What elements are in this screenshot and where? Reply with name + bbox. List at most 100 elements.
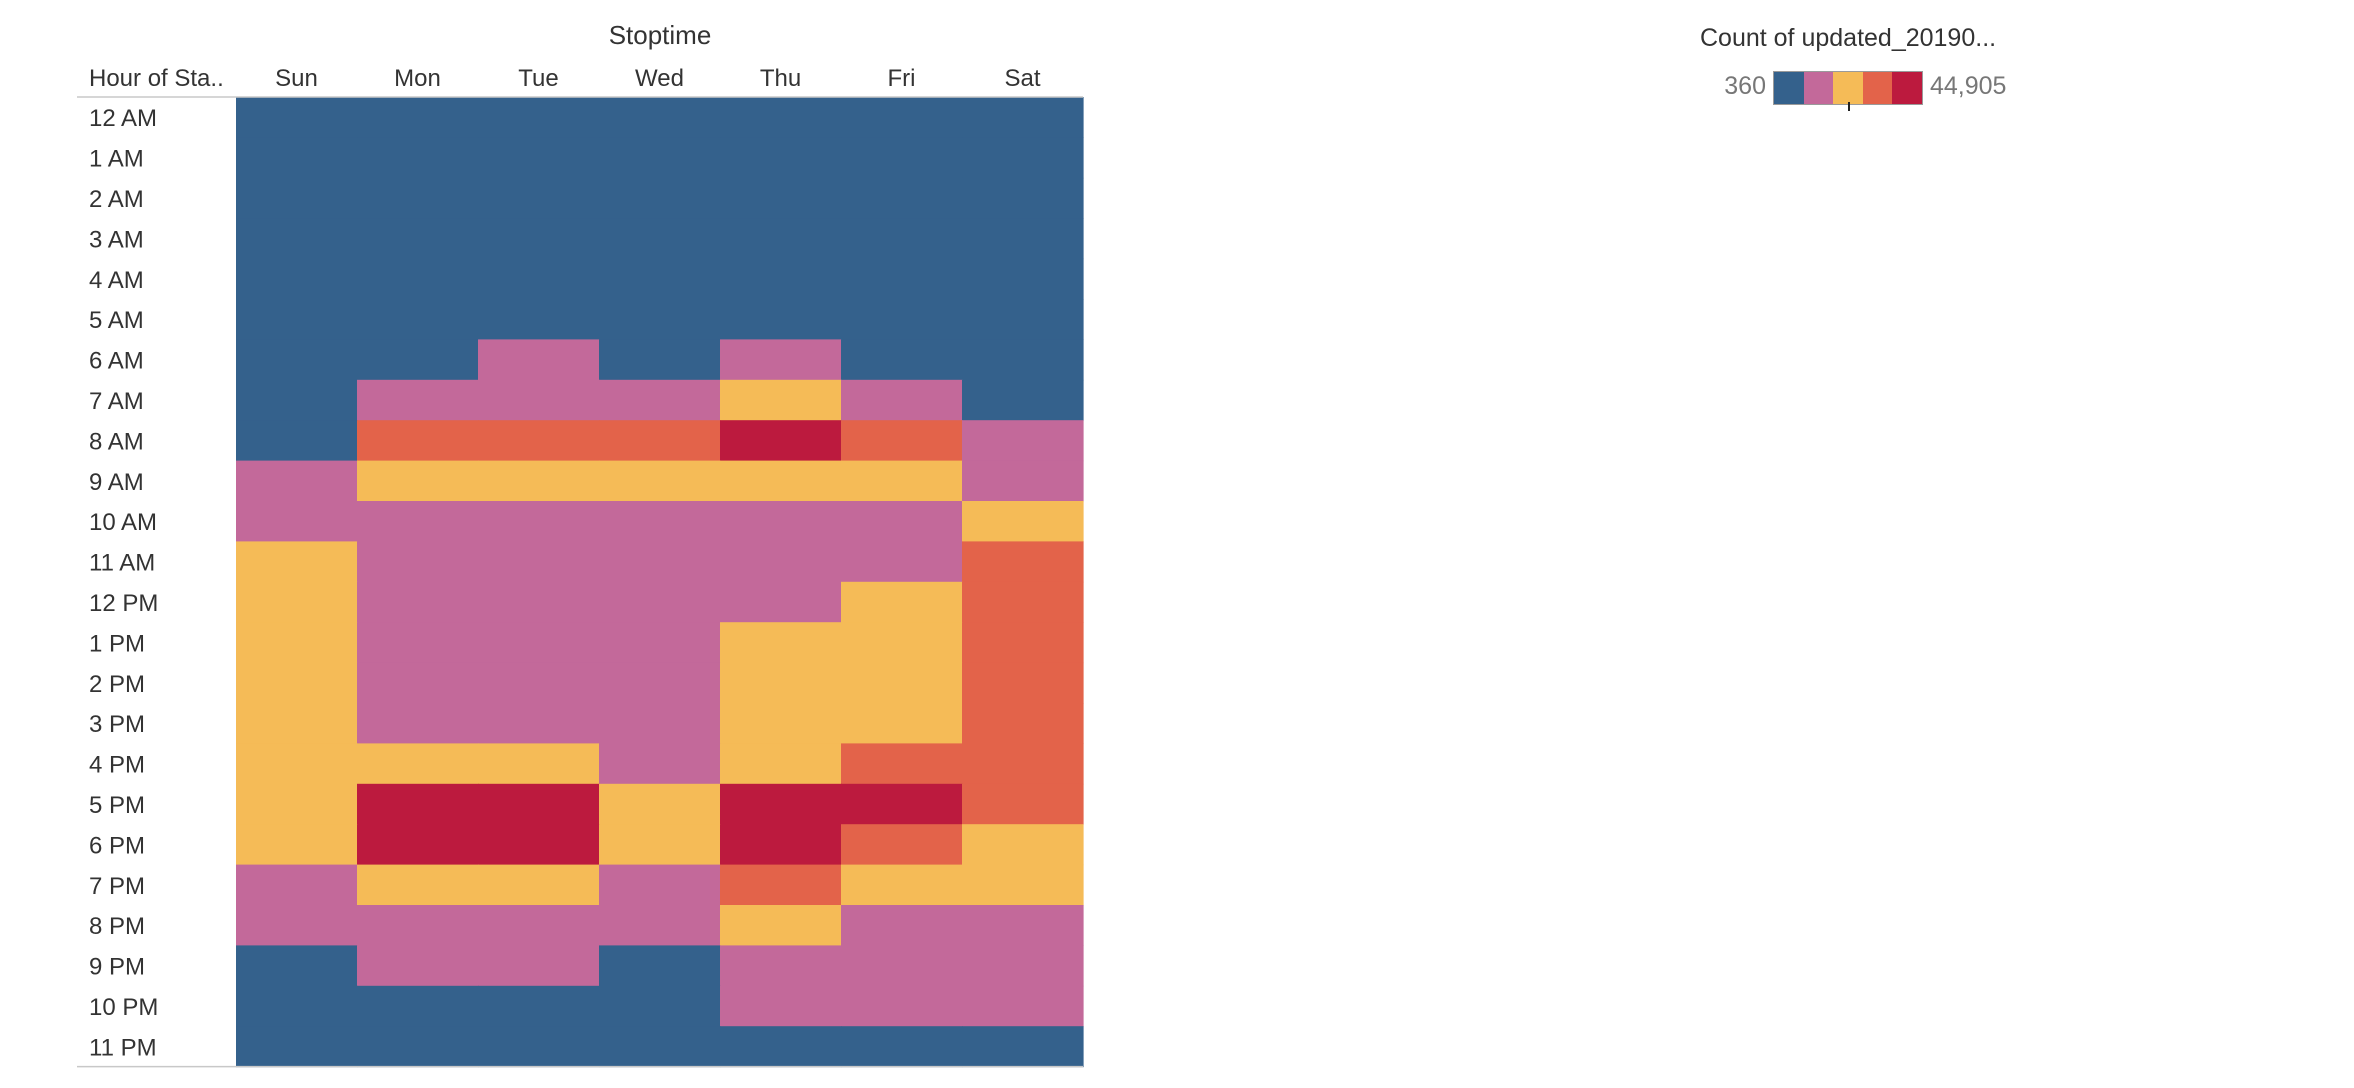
heatmap-cell[interactable] [357, 905, 479, 946]
heatmap-cell[interactable] [962, 379, 1084, 421]
heatmap-cell[interactable] [478, 218, 600, 260]
heatmap-cell[interactable] [962, 501, 1084, 542]
heatmap-cell[interactable] [962, 218, 1084, 260]
heatmap-cell[interactable] [236, 985, 358, 1027]
heatmap-cell[interactable] [599, 622, 721, 664]
heatmap-cell[interactable] [962, 299, 1084, 340]
heatmap-cell[interactable] [720, 379, 842, 421]
heatmap-cell[interactable] [841, 945, 963, 987]
heatmap-cell[interactable] [841, 420, 963, 462]
heatmap-cell[interactable] [962, 662, 1084, 704]
heatmap-cell[interactable] [962, 783, 1084, 825]
heatmap-cell[interactable] [962, 137, 1084, 179]
heatmap-cell[interactable] [357, 379, 479, 421]
heatmap-cell[interactable] [236, 137, 358, 179]
heatmap-cell[interactable] [720, 905, 842, 946]
heatmap-cell[interactable] [236, 622, 358, 664]
heatmap-cell[interactable] [478, 824, 600, 866]
heatmap-cell[interactable] [599, 137, 721, 179]
heatmap-cell[interactable] [841, 339, 963, 381]
heatmap-cell[interactable] [478, 299, 600, 340]
heatmap-cell[interactable] [599, 379, 721, 421]
heatmap-cell[interactable] [236, 460, 358, 502]
heatmap-cell[interactable] [599, 743, 721, 785]
heatmap-cell[interactable] [357, 985, 479, 1027]
heatmap-cell[interactable] [478, 581, 600, 623]
heatmap-cell[interactable] [720, 864, 842, 906]
heatmap-cell[interactable] [599, 581, 721, 623]
heatmap-cell[interactable] [236, 864, 358, 906]
heatmap-cell[interactable] [962, 460, 1084, 502]
legend-swatch[interactable] [1803, 72, 1834, 104]
heatmap-cell[interactable] [720, 743, 842, 785]
heatmap-cell[interactable] [478, 177, 600, 219]
heatmap-cell[interactable] [599, 864, 721, 906]
heatmap-cell[interactable] [478, 97, 600, 138]
heatmap-cell[interactable] [841, 824, 963, 866]
heatmap-cell[interactable] [599, 501, 721, 542]
heatmap-cell[interactable] [236, 783, 358, 825]
heatmap-cell[interactable] [478, 541, 600, 583]
heatmap-cell[interactable] [962, 622, 1084, 664]
heatmap-cell[interactable] [599, 339, 721, 381]
heatmap-cell[interactable] [478, 420, 600, 462]
heatmap-cell[interactable] [478, 501, 600, 542]
heatmap-cell[interactable] [478, 460, 600, 502]
heatmap-cell[interactable] [599, 541, 721, 583]
heatmap-cell[interactable] [478, 783, 600, 825]
heatmap-cell[interactable] [841, 97, 963, 138]
heatmap-cell[interactable] [720, 1026, 842, 1068]
heatmap-cell[interactable] [720, 97, 842, 138]
heatmap-cell[interactable] [357, 339, 479, 381]
heatmap-cell[interactable] [841, 662, 963, 704]
heatmap-cell[interactable] [841, 783, 963, 825]
heatmap-cell[interactable] [478, 985, 600, 1027]
heatmap-cell[interactable] [599, 258, 721, 300]
heatmap-cell[interactable] [841, 177, 963, 219]
heatmap-cell[interactable] [962, 743, 1084, 785]
heatmap-cell[interactable] [720, 460, 842, 502]
heatmap-cell[interactable] [599, 824, 721, 866]
heatmap-cell[interactable] [841, 864, 963, 906]
heatmap-cell[interactable] [599, 1026, 721, 1068]
heatmap-cell[interactable] [720, 501, 842, 542]
heatmap-cell[interactable] [962, 541, 1084, 583]
heatmap-cell[interactable] [962, 905, 1084, 946]
heatmap-cell[interactable] [236, 581, 358, 623]
heatmap-cell[interactable] [357, 945, 479, 987]
heatmap-cell[interactable] [599, 460, 721, 502]
heatmap-cell[interactable] [478, 743, 600, 785]
heatmap-cell[interactable] [357, 137, 479, 179]
heatmap-cell[interactable] [357, 420, 479, 462]
heatmap-cell[interactable] [478, 339, 600, 381]
heatmap-cell[interactable] [357, 258, 479, 300]
heatmap-cell[interactable] [357, 97, 479, 138]
heatmap-cell[interactable] [236, 824, 358, 866]
heatmap-cell[interactable] [720, 985, 842, 1027]
heatmap-cell[interactable] [599, 945, 721, 987]
heatmap-cell[interactable] [599, 703, 721, 744]
heatmap-cell[interactable] [236, 420, 358, 462]
heatmap-cell[interactable] [357, 824, 479, 866]
heatmap-cell[interactable] [599, 218, 721, 260]
heatmap-cell[interactable] [478, 1026, 600, 1068]
heatmap-cell[interactable] [841, 743, 963, 785]
heatmap-cell[interactable] [962, 177, 1084, 219]
heatmap-cell[interactable] [236, 299, 358, 340]
heatmap-cell[interactable] [841, 541, 963, 583]
heatmap-cell[interactable] [841, 501, 963, 542]
heatmap-cell[interactable] [478, 379, 600, 421]
heatmap-cell[interactable] [236, 379, 358, 421]
heatmap-cell[interactable] [236, 97, 358, 138]
heatmap-cell[interactable] [720, 622, 842, 664]
heatmap-cell[interactable] [236, 905, 358, 946]
heatmap-cell[interactable] [357, 703, 479, 744]
heatmap-cell[interactable] [599, 299, 721, 340]
heatmap-cell[interactable] [236, 662, 358, 704]
heatmap-cell[interactable] [357, 299, 479, 340]
heatmap-cell[interactable] [236, 703, 358, 744]
heatmap-cell[interactable] [236, 945, 358, 987]
heatmap-cell[interactable] [720, 703, 842, 744]
heatmap-cell[interactable] [841, 1026, 963, 1068]
heatmap-cell[interactable] [720, 218, 842, 260]
